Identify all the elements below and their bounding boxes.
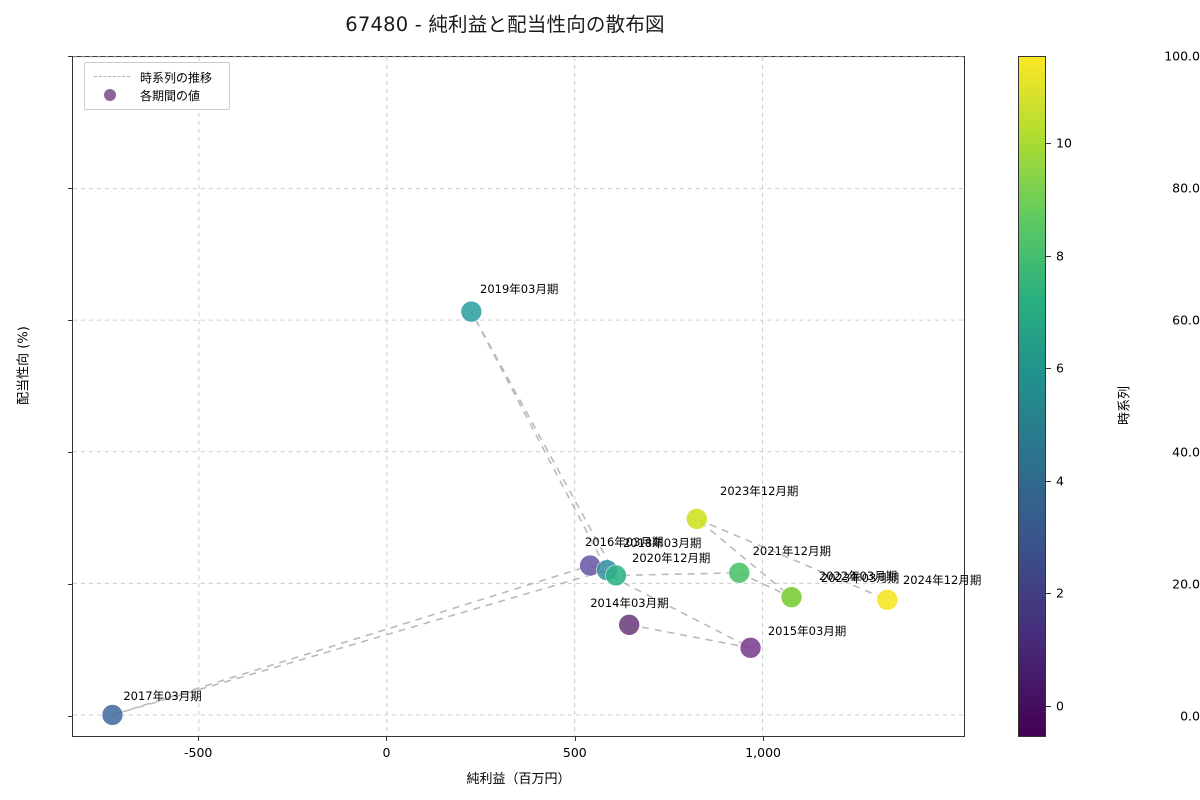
x-tick-mark xyxy=(763,737,765,741)
data-point-label: 2023年12月期 xyxy=(720,484,799,499)
data-point-label: 2016年03月期 xyxy=(585,535,664,550)
y-tick-label: 0.0 xyxy=(1180,708,1200,724)
y-tick-mark xyxy=(68,319,72,321)
colorbar-gradient xyxy=(1018,56,1046,737)
colorbar-tick-label: 10 xyxy=(1056,135,1072,151)
colorbar-tick-mark xyxy=(1046,706,1051,708)
y-tick-mark xyxy=(68,715,72,717)
y-tick-mark xyxy=(68,56,72,57)
data-point-label: 2024年12月期 xyxy=(902,573,982,588)
y-axis-label: 配当性向 (%) xyxy=(16,326,32,405)
colorbar-tick-label: 6 xyxy=(1056,360,1064,376)
data-point-label: 2021年12月期 xyxy=(752,544,831,559)
legend-item-line: 時系列の推移 xyxy=(92,68,222,86)
colorbar-tick-label: 0 xyxy=(1056,698,1064,714)
data-point[interactable] xyxy=(460,300,483,323)
colorbar-label: 時系列 xyxy=(1117,386,1133,426)
x-tick-mark xyxy=(574,737,576,741)
dashed-line-icon xyxy=(92,70,132,84)
y-tick-label: 80.0 xyxy=(1172,180,1200,196)
x-axis-label: 純利益（百万円） xyxy=(466,772,571,787)
data-point[interactable] xyxy=(686,508,708,530)
legend: 時系列の推移 各期間の値 xyxy=(84,62,230,110)
data-point-label: 2023年03月期 xyxy=(820,570,900,585)
data-point-label: 2022年03月期 xyxy=(818,568,898,583)
y-tick-label: 40.0 xyxy=(1172,444,1200,460)
x-tick-mark xyxy=(198,737,200,741)
x-tick-mark xyxy=(386,737,388,741)
y-tick-label: 20.0 xyxy=(1172,576,1200,592)
y-tick-mark xyxy=(68,583,72,585)
legend-marker-label: 各期間の値 xyxy=(140,88,201,103)
data-point-label: 2018年03月期 xyxy=(622,535,702,550)
data-point[interactable] xyxy=(780,586,803,608)
y-tick-label: 100.0 xyxy=(1164,48,1200,64)
colorbar-tick-mark xyxy=(1046,255,1051,257)
colorbar-tick-mark xyxy=(1046,480,1051,482)
data-point[interactable] xyxy=(739,637,762,659)
data-point[interactable] xyxy=(618,614,640,636)
data-point-label: 2014年03月期 xyxy=(590,596,669,611)
plot-area xyxy=(72,56,965,737)
scatter-series xyxy=(101,300,899,726)
data-point[interactable] xyxy=(605,564,627,587)
data-point-label: 2017年03月期 xyxy=(123,688,202,703)
x-tick-label: 0 xyxy=(382,745,391,760)
data-point[interactable] xyxy=(876,589,899,611)
data-point[interactable] xyxy=(101,704,124,726)
colorbar-tick-label: 8 xyxy=(1056,248,1064,264)
data-point[interactable] xyxy=(728,562,751,584)
y-tick-label: 60.0 xyxy=(1172,312,1200,328)
colorbar-tick-mark xyxy=(1046,143,1051,145)
y-tick-mark xyxy=(68,451,72,453)
colorbar-tick-label: 2 xyxy=(1056,585,1064,601)
data-point-label: 2015年03月期 xyxy=(767,623,847,638)
colorbar-tick-mark xyxy=(1046,368,1051,370)
legend-line-label: 時系列の推移 xyxy=(140,70,213,85)
x-tick-label: -500 xyxy=(183,745,213,760)
data-point-label: 2019年03月期 xyxy=(480,282,559,297)
legend-item-marker: 各期間の値 xyxy=(92,86,222,104)
page-title: 67480 - 純利益と配当性向の散布図 xyxy=(345,13,665,36)
x-tick-label: 1,000 xyxy=(745,745,782,760)
data-point-label: 2020年12月期 xyxy=(632,550,711,565)
x-tick-label: 500 xyxy=(562,745,587,760)
y-tick-mark xyxy=(68,187,72,189)
circle-marker-icon xyxy=(92,88,132,102)
grid-lines xyxy=(73,56,964,736)
colorbar-tick-label: 4 xyxy=(1056,473,1064,489)
colorbar-tick-mark xyxy=(1046,593,1051,595)
